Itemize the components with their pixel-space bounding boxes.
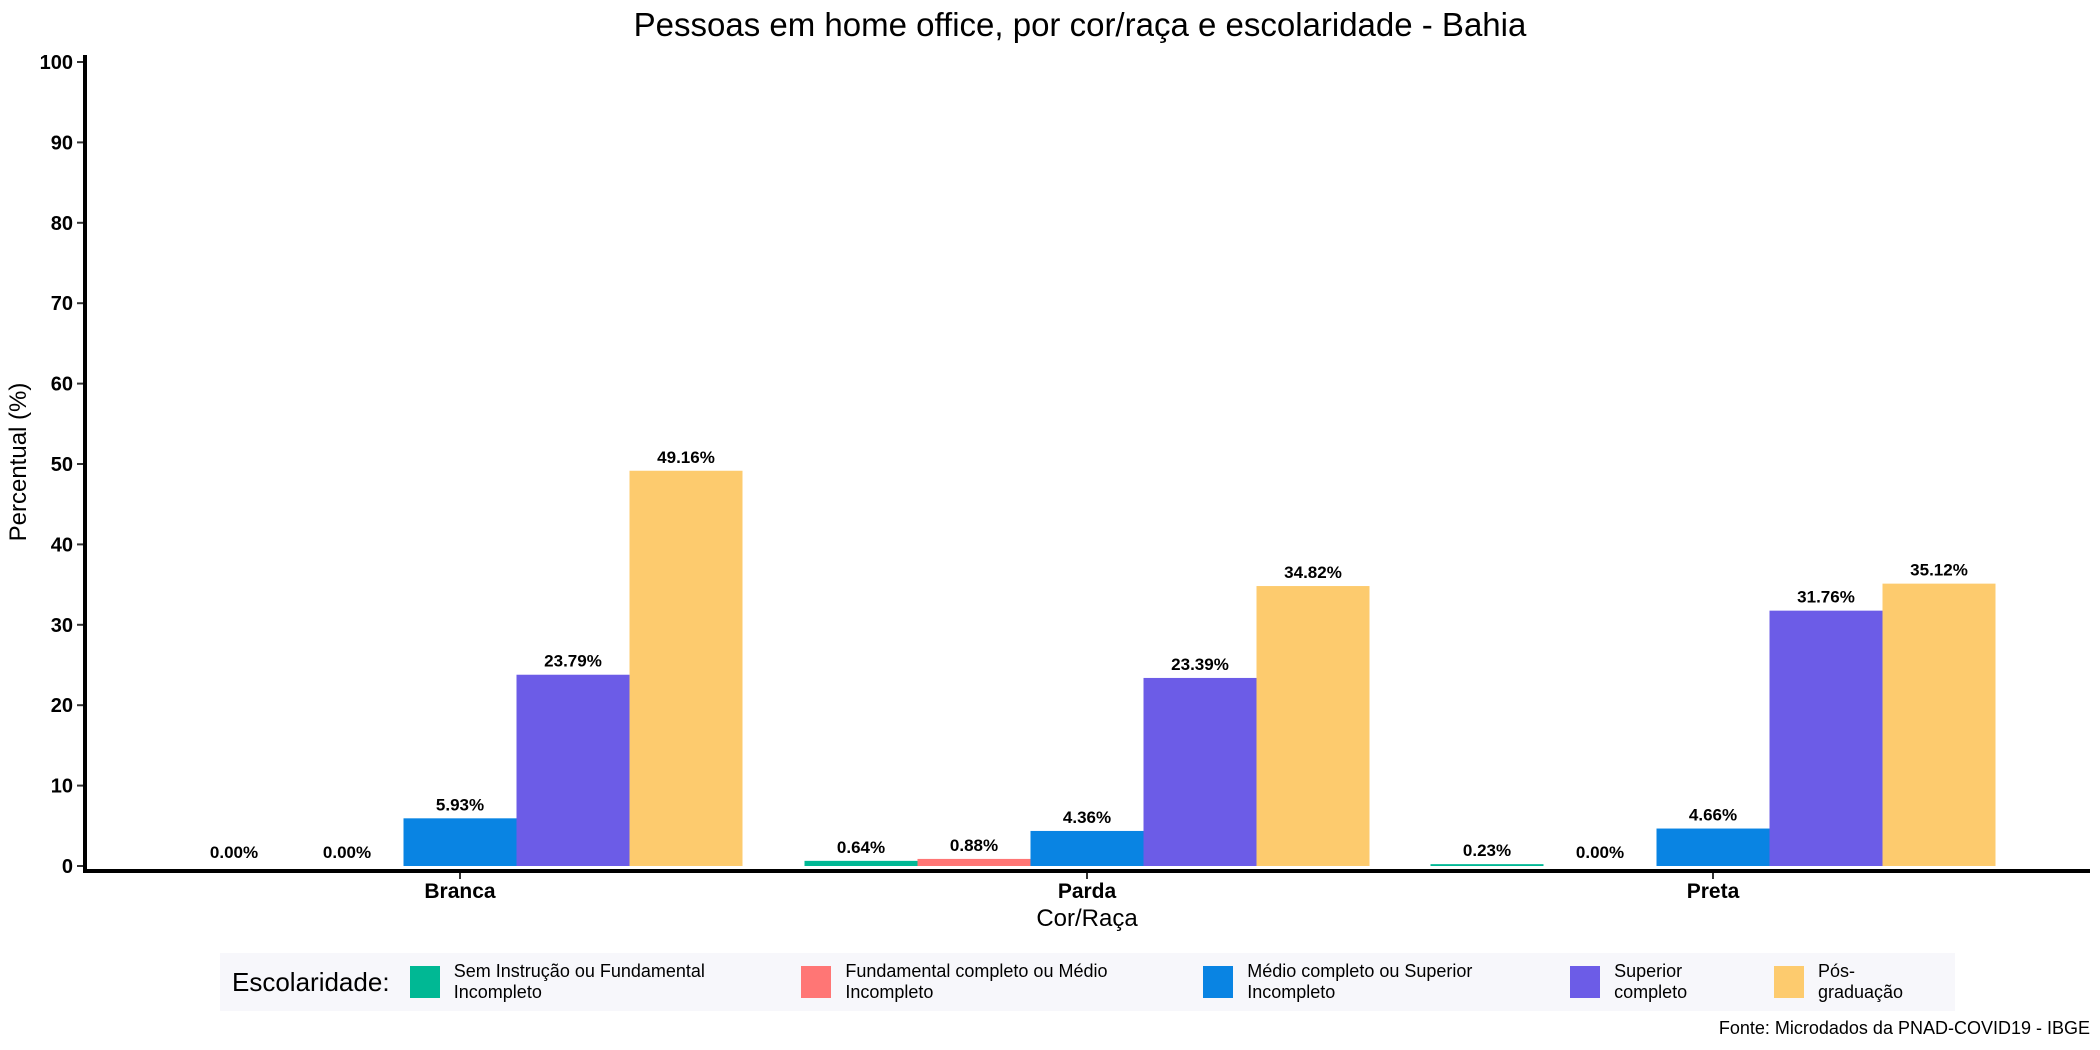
- y-axis-ticks: 0 10 20 30 40 50 60 70 80 90 100: [40, 52, 85, 878]
- data-label: 0.64%: [837, 838, 885, 857]
- y-tick-label: 20: [51, 695, 73, 717]
- x-tick-label: Parda: [1058, 880, 1117, 903]
- x-axis-ticks: Branca Parda Preta: [424, 871, 1740, 903]
- legend-item-medio-completo: Médio completo ou Superior Incompleto: [1203, 961, 1548, 1003]
- legend-item-sem-instrucao: Sem Instrução ou Fundamental Incompleto: [409, 961, 780, 1003]
- bar: [629, 470, 743, 866]
- legend-item-pos-graduacao: Pós-graduação: [1773, 961, 1933, 1003]
- bar: [917, 858, 1031, 866]
- legend: Escolaridade: Sem Instrução ou Fundament…: [220, 953, 1955, 1011]
- bar: [1882, 583, 1996, 866]
- bar: [1430, 864, 1544, 866]
- legend-label: Sem Instrução ou Fundamental Incompleto: [453, 961, 705, 1002]
- data-label: 0.00%: [1576, 843, 1624, 862]
- y-tick-label: 90: [51, 132, 73, 154]
- y-tick-label: 60: [51, 374, 73, 396]
- y-tick-label: 40: [51, 534, 73, 556]
- bar: [516, 674, 630, 866]
- y-tick-label: 10: [51, 776, 73, 798]
- chart-title: Pessoas em home office, por cor/raça e e…: [634, 6, 1527, 43]
- source-caption: Fonte: Microdados da PNAD-COVID19 - IBGE: [1718, 1018, 2090, 1038]
- legend-label: Pós-graduação: [1817, 961, 1904, 1002]
- data-label: 49.16%: [657, 448, 715, 467]
- data-label: 23.79%: [544, 652, 602, 671]
- data-label: 4.66%: [1689, 806, 1737, 825]
- bar: [1030, 830, 1144, 866]
- bar: [804, 860, 918, 866]
- legend-swatch: [409, 966, 440, 998]
- bar: [1256, 586, 1370, 866]
- y-tick-label: 70: [51, 293, 73, 315]
- bars-group: [403, 470, 1996, 866]
- data-label: 23.39%: [1171, 655, 1229, 674]
- x-tick-label: Preta: [1687, 880, 1740, 903]
- y-axis-label: Percentual (%): [5, 383, 32, 542]
- data-labels-group: 0.00% 0.64% 0.23% 0.00% 0.88% 0.00% 5.93% 4.36%…: [210, 448, 1968, 862]
- y-tick-label: 80: [51, 213, 73, 235]
- y-tick-label: 50: [51, 454, 73, 476]
- legend-label: Superior completo: [1614, 961, 1688, 1002]
- bar: [403, 818, 517, 866]
- y-tick-label: 30: [51, 615, 73, 637]
- legend-swatch: [1773, 966, 1804, 998]
- data-label: 0.23%: [1463, 841, 1511, 860]
- legend-label: Fundamental completo ou Médio Incompleto: [845, 961, 1108, 1002]
- x-axis-label: Cor/Raça: [1036, 905, 1138, 932]
- data-label: 0.00%: [323, 843, 371, 862]
- legend-item-fundamental-completo: Fundamental completo ou Médio Incompleto: [801, 961, 1181, 1003]
- y-tick-label: 100: [40, 52, 73, 74]
- bar: [1769, 610, 1883, 866]
- legend-swatch: [1203, 966, 1234, 998]
- bar: [1656, 828, 1770, 866]
- legend-swatch: [1569, 966, 1601, 998]
- data-label: 34.82%: [1284, 563, 1342, 582]
- data-label: 5.93%: [436, 795, 484, 814]
- data-label: 35.12%: [1910, 561, 1968, 580]
- legend-swatch: [801, 966, 832, 998]
- legend-item-superior-completo: Superior completo: [1569, 961, 1752, 1003]
- data-label: 0.88%: [950, 836, 998, 855]
- bar: [1143, 677, 1257, 866]
- x-tick-label: Branca: [424, 880, 496, 903]
- y-tick-label: 0: [62, 856, 73, 878]
- legend-label: Médio completo ou Superior Incompleto: [1247, 961, 1473, 1002]
- data-label: 0.00%: [210, 843, 258, 862]
- legend-title: Escolaridade:: [232, 966, 390, 997]
- data-label: 31.76%: [1797, 588, 1855, 607]
- data-label: 4.36%: [1063, 808, 1111, 827]
